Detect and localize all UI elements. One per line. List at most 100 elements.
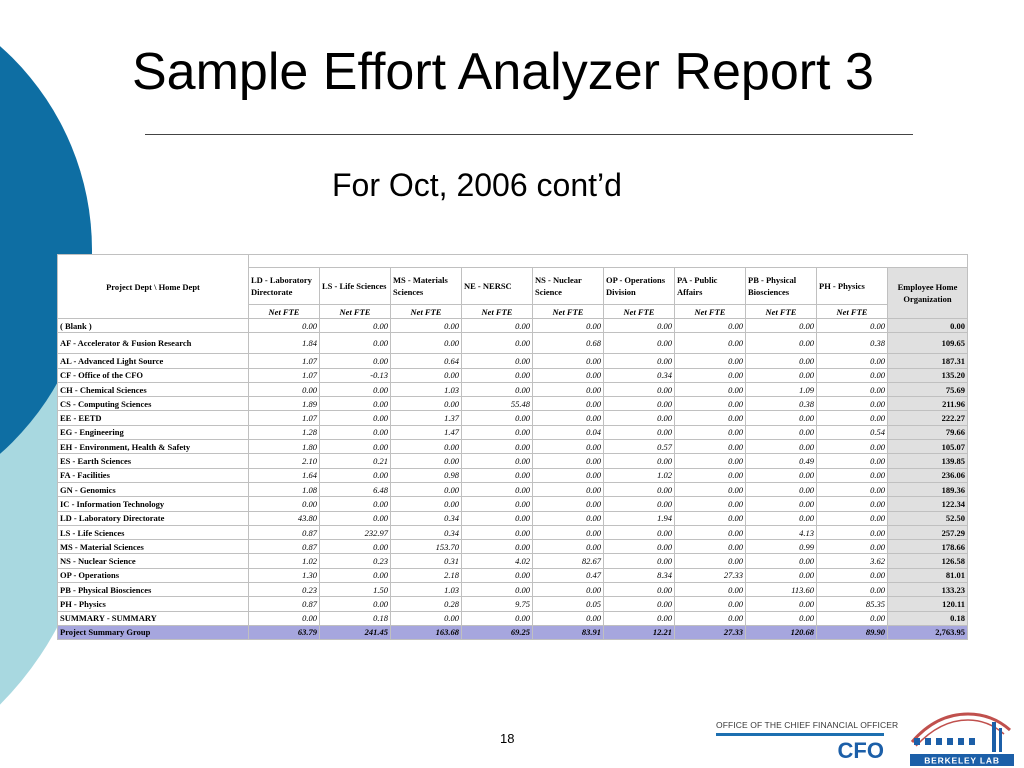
fte-cell: 0.00 (532, 510, 604, 526)
fte-cell: 0.23 (319, 553, 391, 569)
department-header: OP - Operations Division (603, 267, 675, 305)
summary-cell: 83.91 (532, 624, 604, 640)
table-row: LD - Laboratory Directorate 43.80 0.00 0.34… (57, 510, 968, 526)
fte-cell: 0.00 (603, 496, 675, 512)
grand-total-cell: 2,763.95 (887, 624, 968, 640)
fte-cell: 1.64 (248, 467, 320, 483)
fte-cell: 0.05 (532, 596, 604, 612)
net-fte-header: Net FTE (461, 304, 533, 319)
fte-cell: 0.00 (816, 381, 888, 398)
fte-cell: 0.00 (461, 481, 533, 498)
fte-cell: 0.00 (390, 396, 462, 412)
fte-cell: 0.00 (674, 596, 746, 612)
slide-subtitle: For Oct, 2006 cont’d (332, 167, 622, 203)
row-label: CH - Chemical Sciences (57, 381, 249, 398)
row-label: ES - Earth Sciences (57, 453, 249, 469)
fte-cell: 82.67 (532, 553, 604, 569)
fte-cell: 0.00 (390, 367, 462, 383)
fte-cell: 0.34 (390, 510, 462, 526)
fte-cell: 0.00 (674, 439, 746, 455)
row-label: AL - Advanced Light Source (57, 353, 249, 369)
title-divider (145, 134, 913, 135)
fte-cell: 0.00 (532, 353, 604, 369)
table-row: SUMMARY - SUMMARY 0.00 0.18 0.00 0.00 0.00 0.0… (57, 610, 968, 626)
fte-cell: 0.00 (745, 467, 817, 483)
fte-cell: 0.00 (461, 567, 533, 584)
row-total-cell: 178.66 (887, 539, 968, 555)
fte-cell: 0.87 (248, 596, 320, 612)
fte-cell: 0.00 (390, 610, 462, 626)
fte-cell: 0.00 (674, 539, 746, 555)
row-label: MS - Material Sciences (57, 539, 249, 555)
fte-cell: 1.08 (248, 481, 320, 498)
fte-cell: 0.00 (461, 610, 533, 626)
fte-cell: 0.00 (816, 467, 888, 483)
fte-cell: 153.70 (390, 539, 462, 555)
fte-cell: 0.00 (532, 467, 604, 483)
page-number: 18 (500, 731, 515, 746)
corner-header: Project Dept \ Home Dept (57, 254, 249, 319)
fte-cell: 0.00 (532, 410, 604, 426)
fte-cell: 0.00 (461, 381, 533, 398)
fte-cell: 0.00 (319, 539, 391, 555)
table-row: GN - Genomics 1.08 6.48 0.00 0.00 0.00 0.00 0.0… (57, 481, 968, 498)
table-row: EE - EETD 1.07 0.00 1.37 0.00 0.00 0.00 0.00 0.0… (57, 410, 968, 426)
fte-cell: 0.00 (461, 424, 533, 441)
fte-cell: 0.00 (816, 582, 888, 598)
net-fte-header: Net FTE (674, 304, 746, 319)
summary-cell: 241.45 (319, 624, 391, 640)
table-row: NS - Nuclear Science 1.02 0.23 0.31 4.02 82.6… (57, 553, 968, 569)
fte-cell: 0.00 (674, 524, 746, 541)
fte-cell: 1.03 (390, 381, 462, 398)
row-total-cell: 122.34 (887, 496, 968, 512)
department-header: PH - Physics (816, 267, 888, 305)
net-fte-header: Net FTE (248, 304, 320, 319)
summary-cell: 69.25 (461, 624, 533, 640)
table-row: MS - Material Sciences 0.87 0.00 153.70 0.00… (57, 539, 968, 555)
fte-cell: 0.00 (319, 424, 391, 441)
fte-cell: 0.00 (603, 596, 675, 612)
fte-cell: 0.00 (390, 481, 462, 498)
fte-cell: 2.10 (248, 453, 320, 469)
fte-cell: 0.00 (390, 496, 462, 512)
fte-cell: 0.00 (674, 481, 746, 498)
fte-cell: 0.00 (461, 353, 533, 369)
fte-cell: 0.00 (674, 353, 746, 369)
row-total-cell: 187.31 (887, 353, 968, 369)
row-label: GN - Genomics (57, 481, 249, 498)
table-row: PH - Physics 0.87 0.00 0.28 9.75 0.05 0.00 0.00… (57, 596, 968, 612)
fte-cell: 1.07 (248, 353, 320, 369)
fte-cell: 0.00 (461, 367, 533, 383)
row-label: CF - Office of the CFO (57, 367, 249, 383)
fte-cell: 0.00 (319, 317, 391, 334)
fte-cell: 0.00 (461, 539, 533, 555)
table-row: CF - Office of the CFO 1.07 -0.13 0.00 0.00 0… (57, 367, 968, 383)
table-row: CH - Chemical Sciences 0.00 0.00 1.03 0.00 0.… (57, 381, 968, 398)
fte-cell: 55.48 (461, 396, 533, 412)
fte-cell: 1.07 (248, 410, 320, 426)
fte-cell: 1.02 (248, 553, 320, 569)
fte-cell: 0.00 (816, 353, 888, 369)
table-row: PB - Physical Biosciences 0.23 1.50 1.03 0.0… (57, 582, 968, 598)
fte-cell: 0.00 (674, 496, 746, 512)
fte-cell: 0.49 (745, 453, 817, 469)
department-header: LD - Laboratory Directorate (248, 267, 320, 305)
table-row: IC - Information Technology 0.00 0.00 0.00 0… (57, 496, 968, 512)
row-total-cell: 109.65 (887, 332, 968, 355)
fte-cell: 0.00 (745, 410, 817, 426)
row-label: FA - Facilities (57, 467, 249, 483)
fte-cell: 1.02 (603, 467, 675, 483)
fte-cell: 0.00 (390, 317, 462, 334)
fte-cell: 0.00 (461, 582, 533, 598)
net-fte-header: Net FTE (745, 304, 817, 319)
fte-cell: 1.28 (248, 424, 320, 441)
fte-cell: 0.00 (674, 381, 746, 398)
department-header: PA - Public Affairs (674, 267, 746, 305)
fte-cell: 0.00 (532, 381, 604, 398)
row-label: EE - EETD (57, 410, 249, 426)
fte-cell: 0.00 (532, 524, 604, 541)
row-total-cell: 135.20 (887, 367, 968, 383)
fte-cell: 0.38 (816, 332, 888, 355)
summary-cell: 89.90 (816, 624, 888, 640)
fte-cell: 0.00 (603, 396, 675, 412)
